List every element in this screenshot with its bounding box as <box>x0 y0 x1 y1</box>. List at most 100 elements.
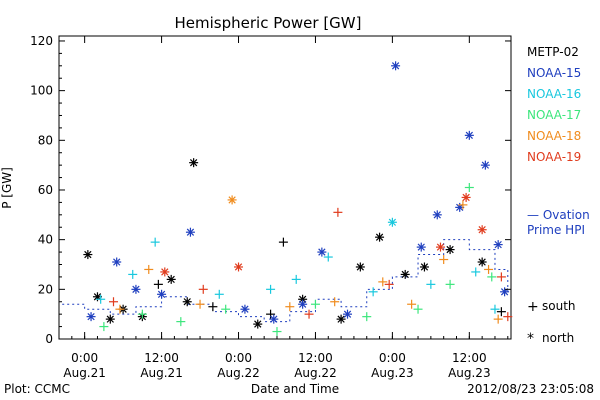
data-point-noaa-15-north <box>269 314 279 324</box>
data-point-noaa-16-south <box>490 304 500 314</box>
data-point-noaa-17-south <box>310 299 320 309</box>
y-tick-label: 80 <box>38 133 53 147</box>
data-point-noaa-16-south <box>150 237 160 247</box>
y-axis: 0 20 40 60 80 100 120 <box>30 34 511 346</box>
ovation-hpi-path <box>62 239 509 323</box>
data-point-noaa-17-south <box>221 304 231 314</box>
data-point-noaa-19-north <box>477 225 487 235</box>
data-point-noaa-16-south <box>323 252 333 262</box>
data-point-noaa-15-north <box>240 304 250 314</box>
data-point-metp-02-north <box>189 158 199 168</box>
data-point-noaa-17-south <box>445 279 455 289</box>
footer-plot-credit: Plot: CCMC <box>4 382 70 396</box>
data-point-metp-02-north <box>166 274 176 284</box>
x-tick-time-label: 0:00 <box>225 351 252 365</box>
data-point-noaa-18-south <box>407 299 417 309</box>
data-point-noaa-19-south <box>108 297 118 307</box>
data-point-noaa-19-south <box>496 272 506 282</box>
x-tick-date-label: Aug.21 <box>63 366 106 380</box>
ovation-legend-line1: — Ovation <box>527 208 590 222</box>
data-point-noaa-15-north <box>86 312 96 322</box>
data-point-noaa-16-north <box>387 217 397 227</box>
data-point-noaa-15-north <box>493 240 503 250</box>
data-point-metp-02-north <box>253 319 263 329</box>
data-point-noaa-15-north <box>131 284 141 294</box>
x-tick-time-label: 0:00 <box>379 351 406 365</box>
data-point-noaa-18-south <box>458 200 468 210</box>
legend-entry-noaa-15: NOAA-15 <box>527 66 581 80</box>
x-tick-date-label: Aug.22 <box>217 366 260 380</box>
data-point-noaa-19-north <box>160 267 170 277</box>
data-point-noaa-15-north <box>112 257 122 267</box>
legend-entry-noaa-16: NOAA-16 <box>527 87 581 101</box>
north-symbol: * <box>527 331 534 347</box>
data-point-noaa-19-north <box>461 192 471 202</box>
data-point-noaa-17-south <box>487 272 497 282</box>
data-point-noaa-16-south <box>471 267 481 277</box>
x-tick-date-label: Aug.22 <box>294 366 337 380</box>
data-point-noaa-18-south <box>378 277 388 287</box>
data-point-noaa-19-south <box>304 309 314 319</box>
data-point-metp-02-south <box>208 302 218 312</box>
data-point-noaa-18-south <box>484 264 494 274</box>
data-point-noaa-16-south <box>368 287 378 297</box>
data-point-noaa-18-south <box>195 299 205 309</box>
data-point-noaa-15-north <box>343 309 353 319</box>
data-point-noaa-18-south <box>144 264 154 274</box>
y-tick-label: 40 <box>38 233 53 247</box>
data-point-metp-02-north <box>105 314 115 324</box>
data-point-metp-02-north <box>419 262 429 272</box>
x-tick-time-label: 12:00 <box>144 351 179 365</box>
data-point-noaa-16-south <box>214 289 224 299</box>
data-point-noaa-15-north <box>185 227 195 237</box>
footer-timestamp: 2012/08/23 23:05:08 <box>467 382 594 396</box>
data-point-noaa-17-south <box>413 304 423 314</box>
x-axis-label: Date and Time <box>251 382 339 396</box>
legend-entry-noaa-18: NOAA-18 <box>527 129 581 143</box>
data-point-metp-02-north <box>336 314 346 324</box>
data-point-noaa-16-south <box>266 284 276 294</box>
data-point-noaa-16-south <box>128 269 138 279</box>
ovation-legend-line2: Prime HPI <box>527 223 585 237</box>
data-point-noaa-18-south <box>330 297 340 307</box>
data-point-metp-02-south <box>153 279 163 289</box>
ovation-hpi-line <box>62 239 509 323</box>
data-point-metp-02-south <box>496 307 506 317</box>
data-point-noaa-19-south <box>384 279 394 289</box>
x-tick-date-label: Aug.23 <box>448 366 491 380</box>
data-point-metp-02-north <box>83 250 93 260</box>
data-point-metp-02-north <box>400 269 410 279</box>
data-point-noaa-18-south <box>285 302 295 312</box>
x-axis: 0:00Aug.2112:00Aug.210:00Aug.2212:00Aug.… <box>58 36 509 380</box>
data-point-noaa-19-north <box>234 262 244 272</box>
data-point-metp-02-north <box>182 297 192 307</box>
chart-title: Hemispheric Power [GW] <box>175 14 362 32</box>
data-point-noaa-17-south <box>137 309 147 319</box>
data-point-noaa-18-north <box>227 195 237 205</box>
y-tick-label: 0 <box>45 332 53 346</box>
y-tick-label: 120 <box>30 34 53 48</box>
data-point-noaa-17-south <box>176 317 186 327</box>
x-tick-time-label: 0:00 <box>71 351 98 365</box>
data-point-noaa-19-south <box>333 207 343 217</box>
data-point-noaa-17-south <box>464 183 474 192</box>
data-point-metp-02-north <box>375 232 385 242</box>
data-point-metp-02-north <box>445 245 455 255</box>
data-point-noaa-16-south <box>426 279 436 289</box>
legend: METP-02 NOAA-15 NOAA-16 NOAA-17 NOAA-18 NOAA-… <box>527 45 581 164</box>
data-point-metp-02-north <box>477 257 487 267</box>
data-point-noaa-19-north <box>435 242 445 252</box>
south-label: south <box>542 299 576 313</box>
data-point-noaa-15-north <box>480 160 490 170</box>
data-point-noaa-16-south <box>96 294 106 304</box>
data-point-noaa-15-north <box>298 299 308 309</box>
x-tick-date-label: Aug.23 <box>371 366 414 380</box>
data-point-noaa-17-south <box>362 312 372 322</box>
data-point-noaa-15-north <box>317 247 327 257</box>
data-point-noaa-15-north <box>500 287 510 297</box>
data-point-noaa-18-south <box>115 304 125 314</box>
data-point-metp-02-south <box>278 237 288 247</box>
data-point-noaa-17-south <box>99 322 109 332</box>
y-tick-label: 60 <box>38 183 53 197</box>
